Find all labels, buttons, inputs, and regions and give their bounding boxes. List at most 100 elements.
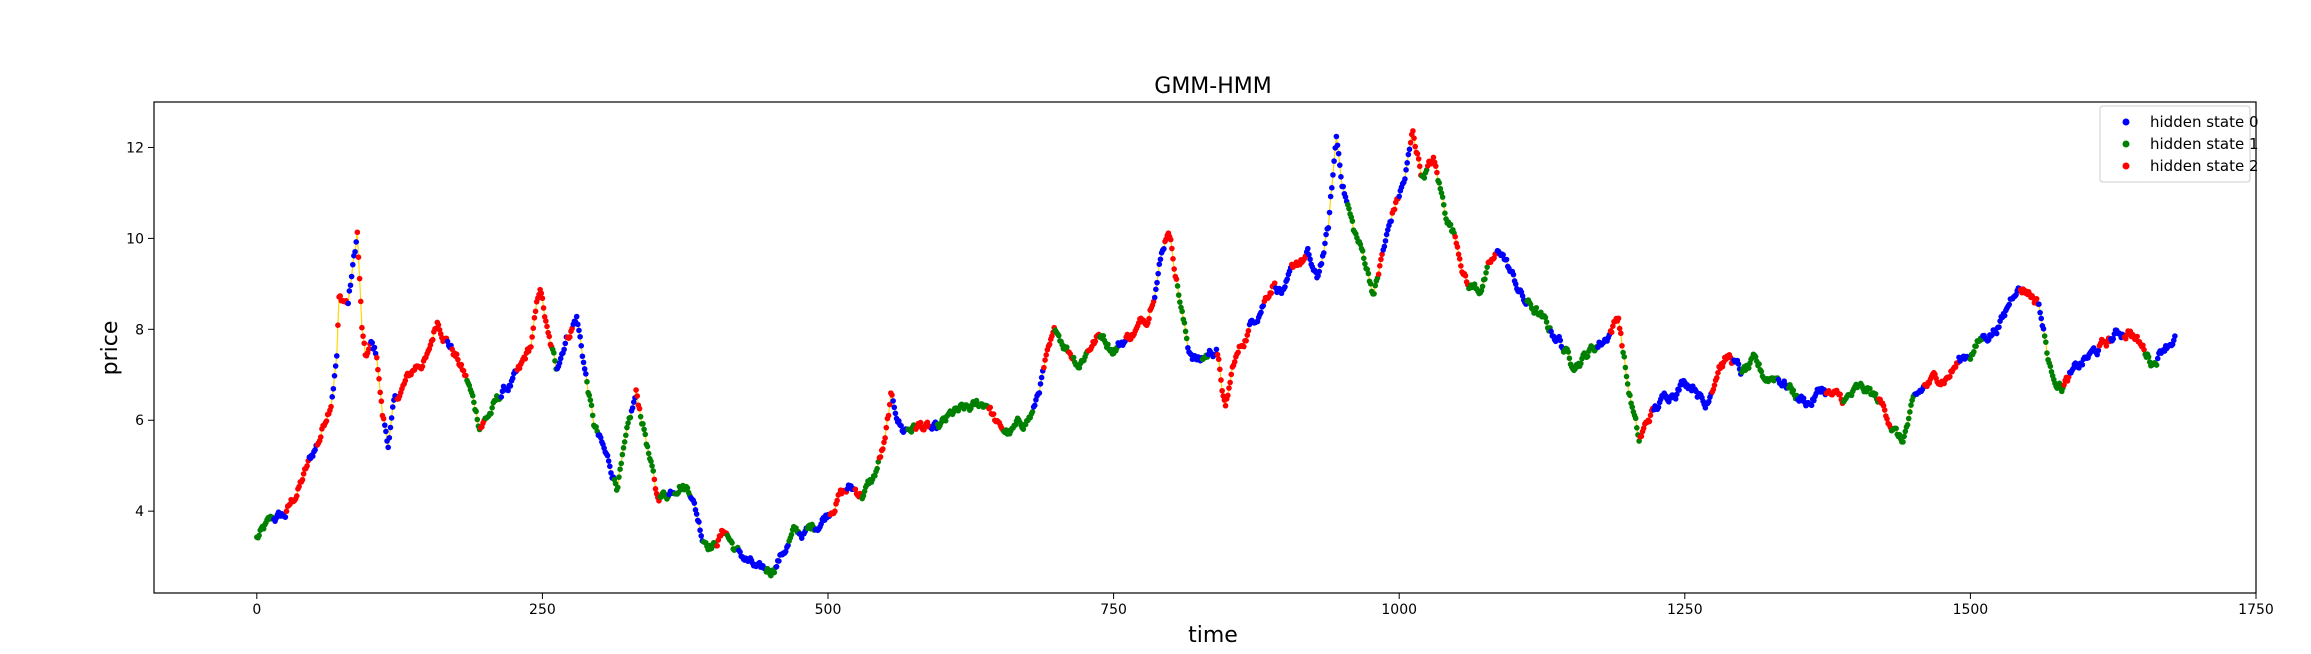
state-2-point: [1454, 244, 1461, 250]
state-2-point: [652, 486, 659, 492]
state-1-point: [1533, 304, 1540, 311]
state-0-point: [345, 300, 352, 307]
state-0-point: [1327, 193, 1334, 200]
state-0-point: [1151, 294, 1158, 301]
state-1-point: [1179, 308, 1185, 315]
state-1-point: [620, 445, 627, 451]
state-1-point: [589, 412, 596, 419]
state-1-point: [874, 465, 880, 472]
state-2-point: [335, 322, 341, 328]
state-0-point: [1500, 252, 1506, 258]
state-2-point: [323, 418, 330, 424]
state-1-point: [1622, 364, 1629, 371]
state-0-point: [573, 313, 580, 320]
state-2-point: [1711, 382, 1718, 388]
state-1-point: [644, 443, 651, 450]
state-1-point: [474, 416, 481, 423]
state-0-point: [1384, 227, 1391, 233]
state-1-point: [1905, 415, 1912, 422]
state-2-point: [886, 401, 893, 408]
state-1-point: [1745, 365, 1752, 371]
state-2-point: [529, 334, 535, 340]
state-1-point: [861, 488, 868, 495]
state-1-point: [617, 466, 623, 472]
state-2-point: [2140, 342, 2146, 349]
state-2-point: [2134, 333, 2140, 340]
state-0-point: [347, 282, 354, 289]
state-0-point: [369, 339, 376, 346]
plot-frame: [153, 101, 2257, 594]
state-2-point: [539, 295, 546, 302]
state-2-point: [634, 393, 641, 399]
state-2-point: [1218, 377, 1224, 383]
state-2-point: [1244, 332, 1251, 338]
state-0-point: [1381, 243, 1388, 250]
state-0-point: [604, 452, 611, 459]
state-2-point: [1171, 266, 1177, 272]
state-0-point: [1510, 271, 1517, 278]
state-0-point: [353, 239, 360, 245]
state-2-point: [1214, 351, 1221, 358]
state-1-point: [471, 399, 477, 406]
state-1-point: [1479, 283, 1486, 290]
state-1-point: [1063, 344, 1070, 350]
state-0-point: [1808, 402, 1815, 409]
state-2-point: [365, 346, 372, 352]
state-1-point: [1070, 354, 1077, 361]
state-2-point: [1043, 352, 1050, 358]
state-1-point: [1421, 175, 1428, 181]
state-0-point: [1388, 218, 1395, 224]
legend-label-state-2: hidden state 2: [2150, 157, 2259, 175]
state-2-point: [1434, 169, 1440, 176]
state-0-point: [385, 444, 391, 451]
state-0-point: [507, 383, 514, 389]
state-2-point: [1880, 402, 1887, 409]
state-1-point: [1900, 439, 1906, 445]
state-2-point: [1884, 416, 1890, 422]
state-0-point: [577, 333, 583, 340]
state-2-point: [1615, 315, 1622, 322]
state-0-point: [891, 404, 898, 411]
state-2-point: [359, 324, 365, 331]
state-0-point: [693, 511, 700, 517]
state-0-point: [1154, 279, 1160, 286]
state-1-point: [627, 414, 634, 421]
state-1-point: [1624, 381, 1631, 387]
state-2-point: [651, 476, 658, 483]
state-0-point: [890, 398, 896, 404]
state-0-point: [773, 563, 780, 570]
state-1-point: [256, 532, 262, 539]
state-1-point: [1632, 415, 1639, 422]
state-2-point: [1231, 359, 1238, 365]
state-0-point: [1402, 176, 1408, 182]
state-2-point: [354, 229, 361, 236]
state-1-point: [588, 402, 595, 409]
state-0-point: [1666, 399, 1672, 405]
state-2-point: [882, 435, 888, 441]
state-2-point: [531, 314, 538, 321]
state-2-point: [546, 333, 553, 340]
state-0-point: [898, 422, 904, 429]
state-1-point: [1578, 360, 1584, 367]
state-2-point: [294, 493, 300, 499]
state-1-point: [1908, 402, 1914, 408]
state-1-point: [1181, 320, 1188, 326]
state-0-point: [697, 527, 703, 534]
state-1-point: [1634, 425, 1640, 431]
state-1-point: [645, 450, 652, 457]
state-1-point: [1100, 333, 1107, 339]
state-2-point: [2103, 343, 2110, 349]
state-2-point: [852, 486, 859, 493]
state-2-point: [1646, 418, 1653, 425]
state-0-point: [2040, 326, 2047, 332]
state-0-point: [1185, 345, 1191, 351]
state-0-point: [597, 434, 604, 441]
state-1-point: [1790, 387, 1797, 394]
state-0-point: [505, 387, 511, 394]
legend: hidden state 0 hidden state 1 hidden sta…: [2099, 105, 2259, 183]
state-1-point: [2145, 354, 2152, 360]
x-tick-label: 1250: [1667, 602, 1703, 618]
state-0-point: [1405, 151, 1412, 158]
state-1-point: [1752, 354, 1759, 360]
state-2-point: [1881, 407, 1888, 413]
